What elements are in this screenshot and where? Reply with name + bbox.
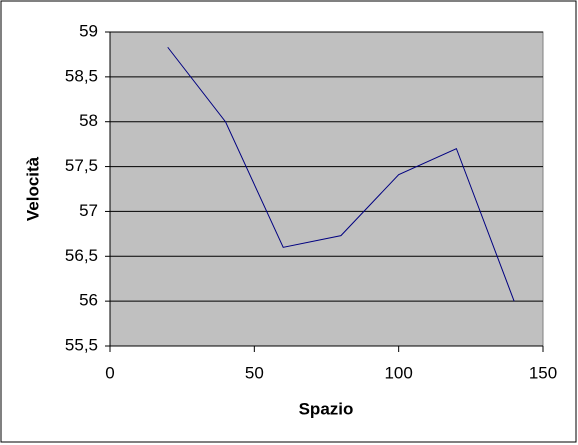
y-tick-label: 55,5	[65, 335, 98, 354]
x-tick-label: 50	[245, 363, 264, 382]
x-axis-title: Spazio	[299, 399, 354, 418]
y-tick-label: 58	[79, 111, 98, 130]
y-tick-label: 57	[79, 201, 98, 220]
y-tick-label: 56	[79, 291, 98, 310]
x-tick-label: 150	[529, 363, 557, 382]
y-axis-title: Velocità	[23, 156, 42, 221]
data-line	[167, 46, 515, 302]
y-tick-label: 56,5	[65, 246, 98, 265]
y-tick-label: 57,5	[65, 156, 98, 175]
x-tick-label: 100	[384, 363, 412, 382]
x-tick-label: 0	[105, 363, 114, 382]
y-tick-label: 59	[79, 21, 98, 40]
y-tick-label: 58,5	[65, 66, 98, 85]
plot-background	[109, 31, 544, 347]
